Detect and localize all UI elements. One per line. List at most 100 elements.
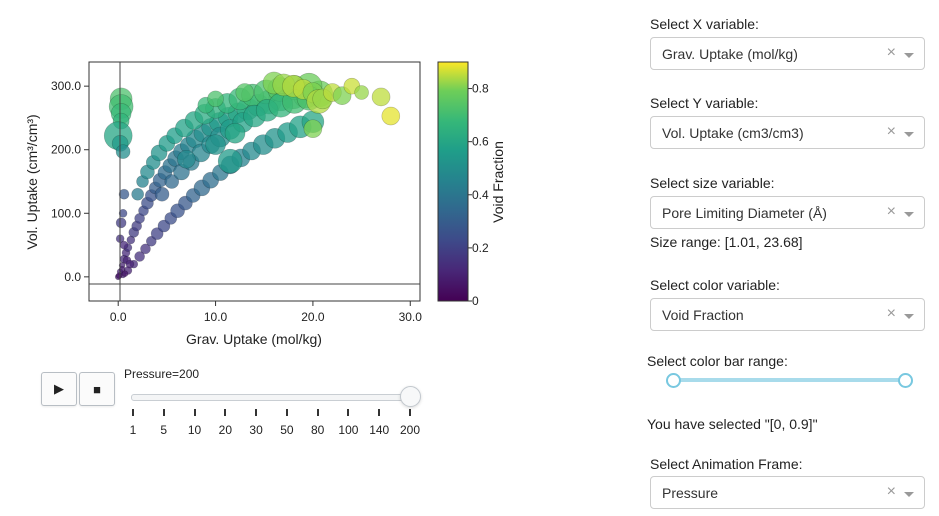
y-variable-label: Select Y variable:	[650, 95, 759, 111]
data-point[interactable]	[207, 90, 224, 108]
data-point[interactable]	[177, 149, 196, 169]
data-point[interactable]	[118, 188, 130, 200]
data-point[interactable]	[115, 272, 123, 279]
frame-slider-rail[interactable]	[131, 394, 413, 401]
data-point[interactable]	[235, 83, 255, 102]
size-range-text: Size range: [1.01, 23.68]	[650, 234, 803, 250]
data-point[interactable]	[381, 106, 401, 126]
slider-step-tick	[378, 409, 381, 416]
colorbar-tick-label: 0	[472, 294, 479, 308]
color-range-track[interactable]	[672, 378, 905, 382]
slider-step-tick	[224, 409, 227, 416]
slider-step-label[interactable]: 80	[310, 423, 325, 437]
y-axis-title: Vol. Uptake (cm³/cm³)	[24, 114, 40, 249]
x-tick-label: 0.0	[110, 310, 127, 324]
slider-step-tick	[316, 409, 319, 416]
x-variable-value: Grav. Uptake (mol/kg)	[662, 46, 798, 62]
clear-icon[interactable]: ×	[886, 203, 896, 220]
clear-icon[interactable]: ×	[886, 483, 896, 500]
data-point[interactable]	[354, 85, 369, 100]
animation-frame-dropdown[interactable]: Pressure ×	[650, 476, 925, 509]
chevron-down-icon[interactable]	[904, 492, 914, 497]
data-point[interactable]	[154, 186, 170, 202]
slider-step-tick	[255, 409, 258, 416]
points-layer	[103, 71, 401, 281]
size-variable-dropdown[interactable]: Pore Limiting Diameter (Å) ×	[650, 196, 925, 229]
color-range-min-handle[interactable]	[666, 373, 681, 388]
stop-button[interactable]: ■	[79, 372, 115, 406]
color-variable-value: Void Fraction	[662, 307, 744, 323]
slider-step-label[interactable]: 10	[187, 423, 202, 437]
data-point[interactable]	[121, 270, 129, 277]
clear-icon[interactable]: ×	[886, 305, 896, 322]
slider-step-tick	[162, 409, 165, 416]
x-tick-label: 10.0	[204, 310, 228, 324]
slider-step-label[interactable]: 200	[399, 423, 421, 437]
data-point[interactable]	[118, 208, 128, 218]
x-axis: 0.0 10.0 20.0 30.0	[110, 301, 422, 324]
y-axis: 0.0 100.0 200.0 300.0	[51, 79, 89, 284]
data-point[interactable]	[205, 134, 226, 155]
clear-icon[interactable]: ×	[886, 123, 896, 140]
slider-step-tick	[193, 409, 196, 416]
size-variable-value: Pore Limiting Diameter (Å)	[662, 205, 827, 221]
colorbar-tick-label: 0.4	[472, 188, 489, 202]
color-range-label: Select color bar range:	[647, 353, 788, 369]
clear-icon[interactable]: ×	[886, 44, 896, 61]
colorbar-tick-label: 0.8	[472, 82, 489, 96]
chevron-down-icon[interactable]	[904, 132, 914, 137]
chevron-down-icon[interactable]	[904, 314, 914, 319]
data-point[interactable]	[140, 243, 151, 255]
play-button[interactable]: ▶	[41, 372, 77, 406]
chevron-down-icon[interactable]	[904, 212, 914, 217]
data-point[interactable]	[115, 217, 127, 229]
color-variable-label: Select color variable:	[650, 277, 780, 293]
y-variable-dropdown[interactable]: Vol. Uptake (cm3/cm3) ×	[650, 116, 925, 149]
slider-step-label[interactable]: 1	[129, 423, 137, 437]
slider-step-tick	[347, 409, 350, 416]
slider-step-label[interactable]: 30	[249, 423, 263, 437]
y-variable-value: Vol. Uptake (cm3/cm3)	[662, 125, 804, 141]
slider-step-tick	[285, 409, 288, 416]
colorbar-tick-label: 0.2	[472, 241, 489, 255]
color-range-max-handle[interactable]	[898, 373, 913, 388]
slider-step-label[interactable]: 20	[218, 423, 233, 437]
current-frame-label: Pressure=200	[124, 367, 200, 381]
slider-step-tick	[409, 409, 411, 416]
slider-step-label[interactable]: 5	[160, 423, 168, 437]
data-point[interactable]	[164, 174, 180, 189]
frame-slider-handle[interactable]	[400, 386, 421, 407]
plot-frame	[88, 61, 421, 302]
data-point[interactable]	[134, 251, 145, 262]
x-axis-title: Grav. Uptake (mol/kg)	[186, 331, 322, 347]
color-variable-dropdown[interactable]: Void Fraction ×	[650, 298, 925, 331]
data-point[interactable]	[224, 122, 246, 144]
data-point[interactable]	[146, 235, 157, 247]
data-point[interactable]	[125, 259, 135, 269]
x-tick-label: 30.0	[399, 310, 423, 324]
colorbar-title: Void Fraction	[490, 141, 506, 223]
slider-step-label[interactable]: 50	[280, 423, 294, 437]
colorbar	[437, 61, 469, 302]
data-point[interactable]	[115, 144, 131, 159]
selected-range-text: You have selected "[0, 0.9]"	[647, 416, 818, 432]
x-tick-label: 20.0	[301, 310, 325, 324]
x-variable-label: Select X variable:	[650, 16, 759, 32]
x-variable-dropdown[interactable]: Grav. Uptake (mol/kg) ×	[650, 37, 925, 70]
data-point[interactable]	[371, 87, 391, 107]
slider-step-label[interactable]: 100	[338, 423, 359, 437]
slider-step-tick	[132, 409, 134, 416]
size-variable-label: Select size variable:	[650, 175, 775, 191]
animation-controls: ▶ ■ Pressure=200 1 5 10 20 30 50 80 100 140 200	[40, 366, 460, 446]
data-point[interactable]	[119, 240, 129, 250]
y-tick-label: 100.0	[51, 206, 81, 220]
y-tick-label: 200.0	[51, 143, 81, 157]
slider-step-label[interactable]: 140	[369, 423, 390, 437]
data-point[interactable]	[303, 119, 323, 139]
chevron-down-icon[interactable]	[904, 53, 914, 58]
colorbar-tick-label: 0.6	[472, 135, 489, 149]
y-tick-label: 300.0	[51, 79, 81, 93]
data-point[interactable]	[131, 187, 144, 201]
data-point[interactable]	[217, 148, 243, 174]
data-point[interactable]	[118, 265, 126, 273]
